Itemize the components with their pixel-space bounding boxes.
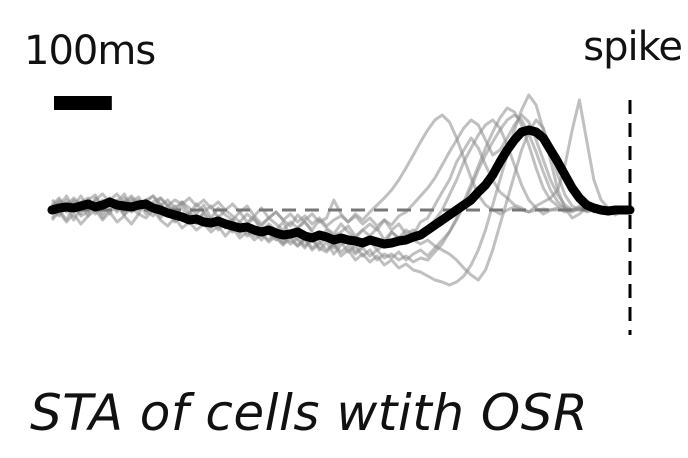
- sta-trace-7: [50, 106, 630, 264]
- spike-label: spike: [583, 24, 683, 70]
- scale-bar-label: 100ms: [24, 28, 156, 74]
- figure-caption: STA of cells wtith OSR: [30, 384, 589, 442]
- scale-bar: [54, 96, 112, 110]
- individual-sta-traces: [50, 93, 631, 287]
- sta-chart: [47, 93, 635, 335]
- mean-sta-trace: [47, 125, 635, 249]
- sta-trace-6: [50, 118, 630, 238]
